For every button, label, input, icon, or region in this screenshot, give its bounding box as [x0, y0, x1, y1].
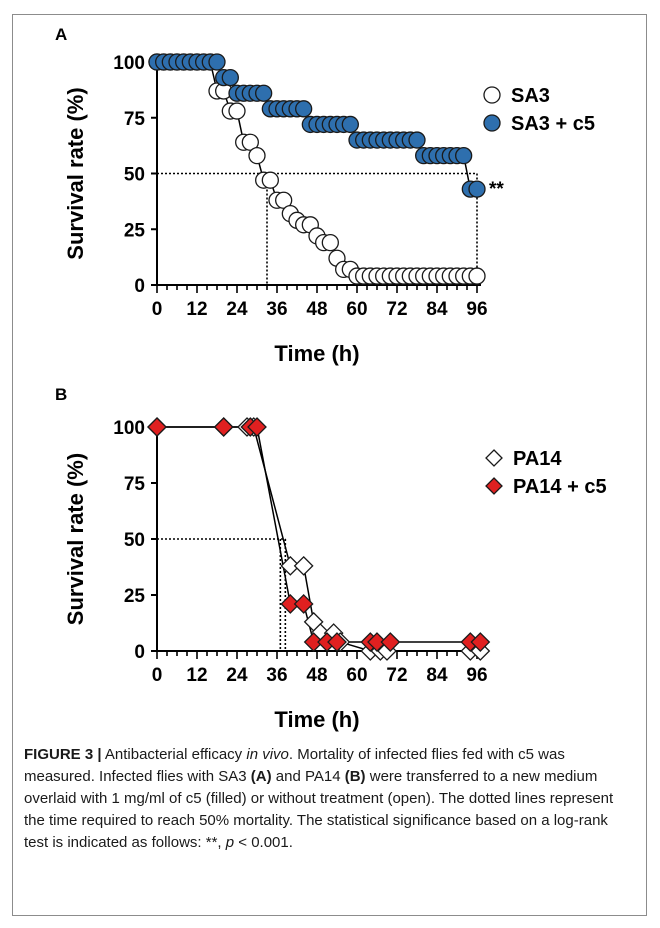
panel-b-y-axis-title: Survival rate (%)	[63, 453, 88, 625]
panel-a-point	[221, 68, 239, 87]
panel-b-x-axis-title: Time (h)	[274, 707, 359, 732]
panel-b-point	[380, 632, 401, 652]
panel-b-point	[327, 632, 347, 652]
panel-a-point	[468, 267, 486, 285]
panel-b-x-tick-label: 0	[152, 665, 163, 686]
caption-text-1: Antibacterial efficacy	[101, 746, 247, 763]
panel-b-legend-marker	[485, 449, 503, 467]
panel-b-x-tick-label: 36	[266, 665, 287, 686]
panel-b-point	[303, 632, 324, 652]
panel-a-y-tick-label: 50	[124, 165, 145, 186]
panel-b-point	[280, 594, 301, 614]
panel-b-x-tick-label: 12	[186, 665, 207, 686]
panel-a-x-tick-label: 60	[346, 299, 367, 320]
panel-a-x-axis-title: Time (h)	[274, 341, 359, 366]
panel-a-x-tick-label: 72	[386, 299, 407, 320]
panel-a-x-tick-label: 24	[226, 299, 248, 320]
panel-a-letter: A	[55, 25, 67, 44]
panel-b-series-line-1	[157, 426, 481, 643]
panel-a-legend-marker	[483, 86, 501, 104]
panel-b-point	[367, 632, 387, 652]
panel-a-legend-marker	[483, 114, 501, 132]
panel-a-point	[468, 180, 486, 198]
panel-b-x-tick-label: 72	[386, 665, 407, 686]
caption-figure-label: FIGURE 3 |	[24, 746, 102, 763]
panel-a-x-tick-label: 36	[266, 299, 287, 320]
panel-a-x-tick-label: 96	[466, 299, 487, 320]
panel-b-y-tick-label: 25	[124, 586, 146, 607]
caption-text-3: and PA14	[271, 768, 345, 785]
panel-b-x-tick-label: 84	[426, 665, 448, 686]
panel-a-y-tick-label: 0	[134, 276, 145, 297]
panel-b-letter: B	[55, 385, 67, 404]
panel-a-legend-label: SA3	[511, 85, 550, 107]
panel-b-x-tick-label: 24	[226, 665, 248, 686]
panel-a-point	[255, 84, 273, 102]
panel-a-y-tick-label: 75	[124, 109, 146, 130]
panel-a-point	[261, 171, 279, 189]
panel-a-point	[295, 100, 313, 118]
caption-text-2: . Mortality of infected flies fed with c…	[24, 746, 565, 785]
panel-a-y-tick-label: 25	[124, 220, 146, 241]
panel-b-point	[280, 555, 301, 576]
panel-b-x-tick-label: 96	[466, 665, 487, 686]
panel-b-x-tick-label: 48	[306, 665, 327, 686]
panel-b-y-tick-label: 75	[124, 474, 146, 495]
panel-a-x-tick-label: 48	[306, 299, 327, 320]
panel-b-legend-label: PA14 + c5	[513, 476, 607, 498]
panel-a-x-tick-label: 0	[152, 299, 163, 320]
caption-italic-1: in vivo	[246, 746, 289, 763]
panel-b-point	[470, 632, 491, 652]
panel-b-point	[213, 417, 234, 437]
panel-a-point	[228, 102, 246, 120]
panel-b-y-tick-label: 50	[124, 530, 145, 551]
panel-a-y-tick-label: 100	[113, 53, 145, 74]
panel-b-y-tick-label: 0	[134, 642, 145, 663]
panel-a-point	[248, 147, 266, 165]
panel-b-point	[247, 417, 267, 437]
caption-text-5: < 0.001.	[234, 834, 293, 851]
panel-b-y-tick-label: 100	[113, 418, 145, 439]
panel-a-point	[455, 147, 473, 165]
figure-charts: A 0 25 50 75 100 0 12 24 36 48 60 72 84 96 Time (h) Surv…	[55, 25, 607, 732]
panel-a-legend-label: SA3 + c5	[511, 113, 595, 135]
caption-label-b: (B)	[344, 768, 366, 785]
panel-b-legend-label: PA14	[513, 448, 562, 470]
panel-a-x-tick-label: 12	[186, 299, 207, 320]
figure-frame	[12, 14, 647, 916]
panel-b-point	[147, 417, 167, 437]
panel-b-point	[293, 594, 314, 614]
figure-caption: FIGURE 3 | Antibacterial efficacy in viv…	[24, 744, 624, 854]
panel-a-y-axis-title: Survival rate (%)	[63, 87, 88, 259]
panel-b-x-tick-label: 60	[346, 665, 367, 686]
panel-a-point	[208, 53, 226, 71]
panel-a-point	[321, 233, 339, 252]
panel-a-point	[408, 131, 426, 149]
caption-p-italic: p	[225, 834, 235, 851]
panel-a-point	[341, 115, 359, 134]
panel-b-legend-marker	[485, 477, 503, 495]
caption-label-a: (A)	[250, 768, 272, 785]
panel-b-point	[293, 555, 314, 576]
panel-a-x-tick-label: 84	[426, 299, 448, 320]
panel-a-significance-annotation: **	[489, 179, 504, 200]
caption-text-4: were transferred to a new medium overlai…	[24, 768, 614, 851]
